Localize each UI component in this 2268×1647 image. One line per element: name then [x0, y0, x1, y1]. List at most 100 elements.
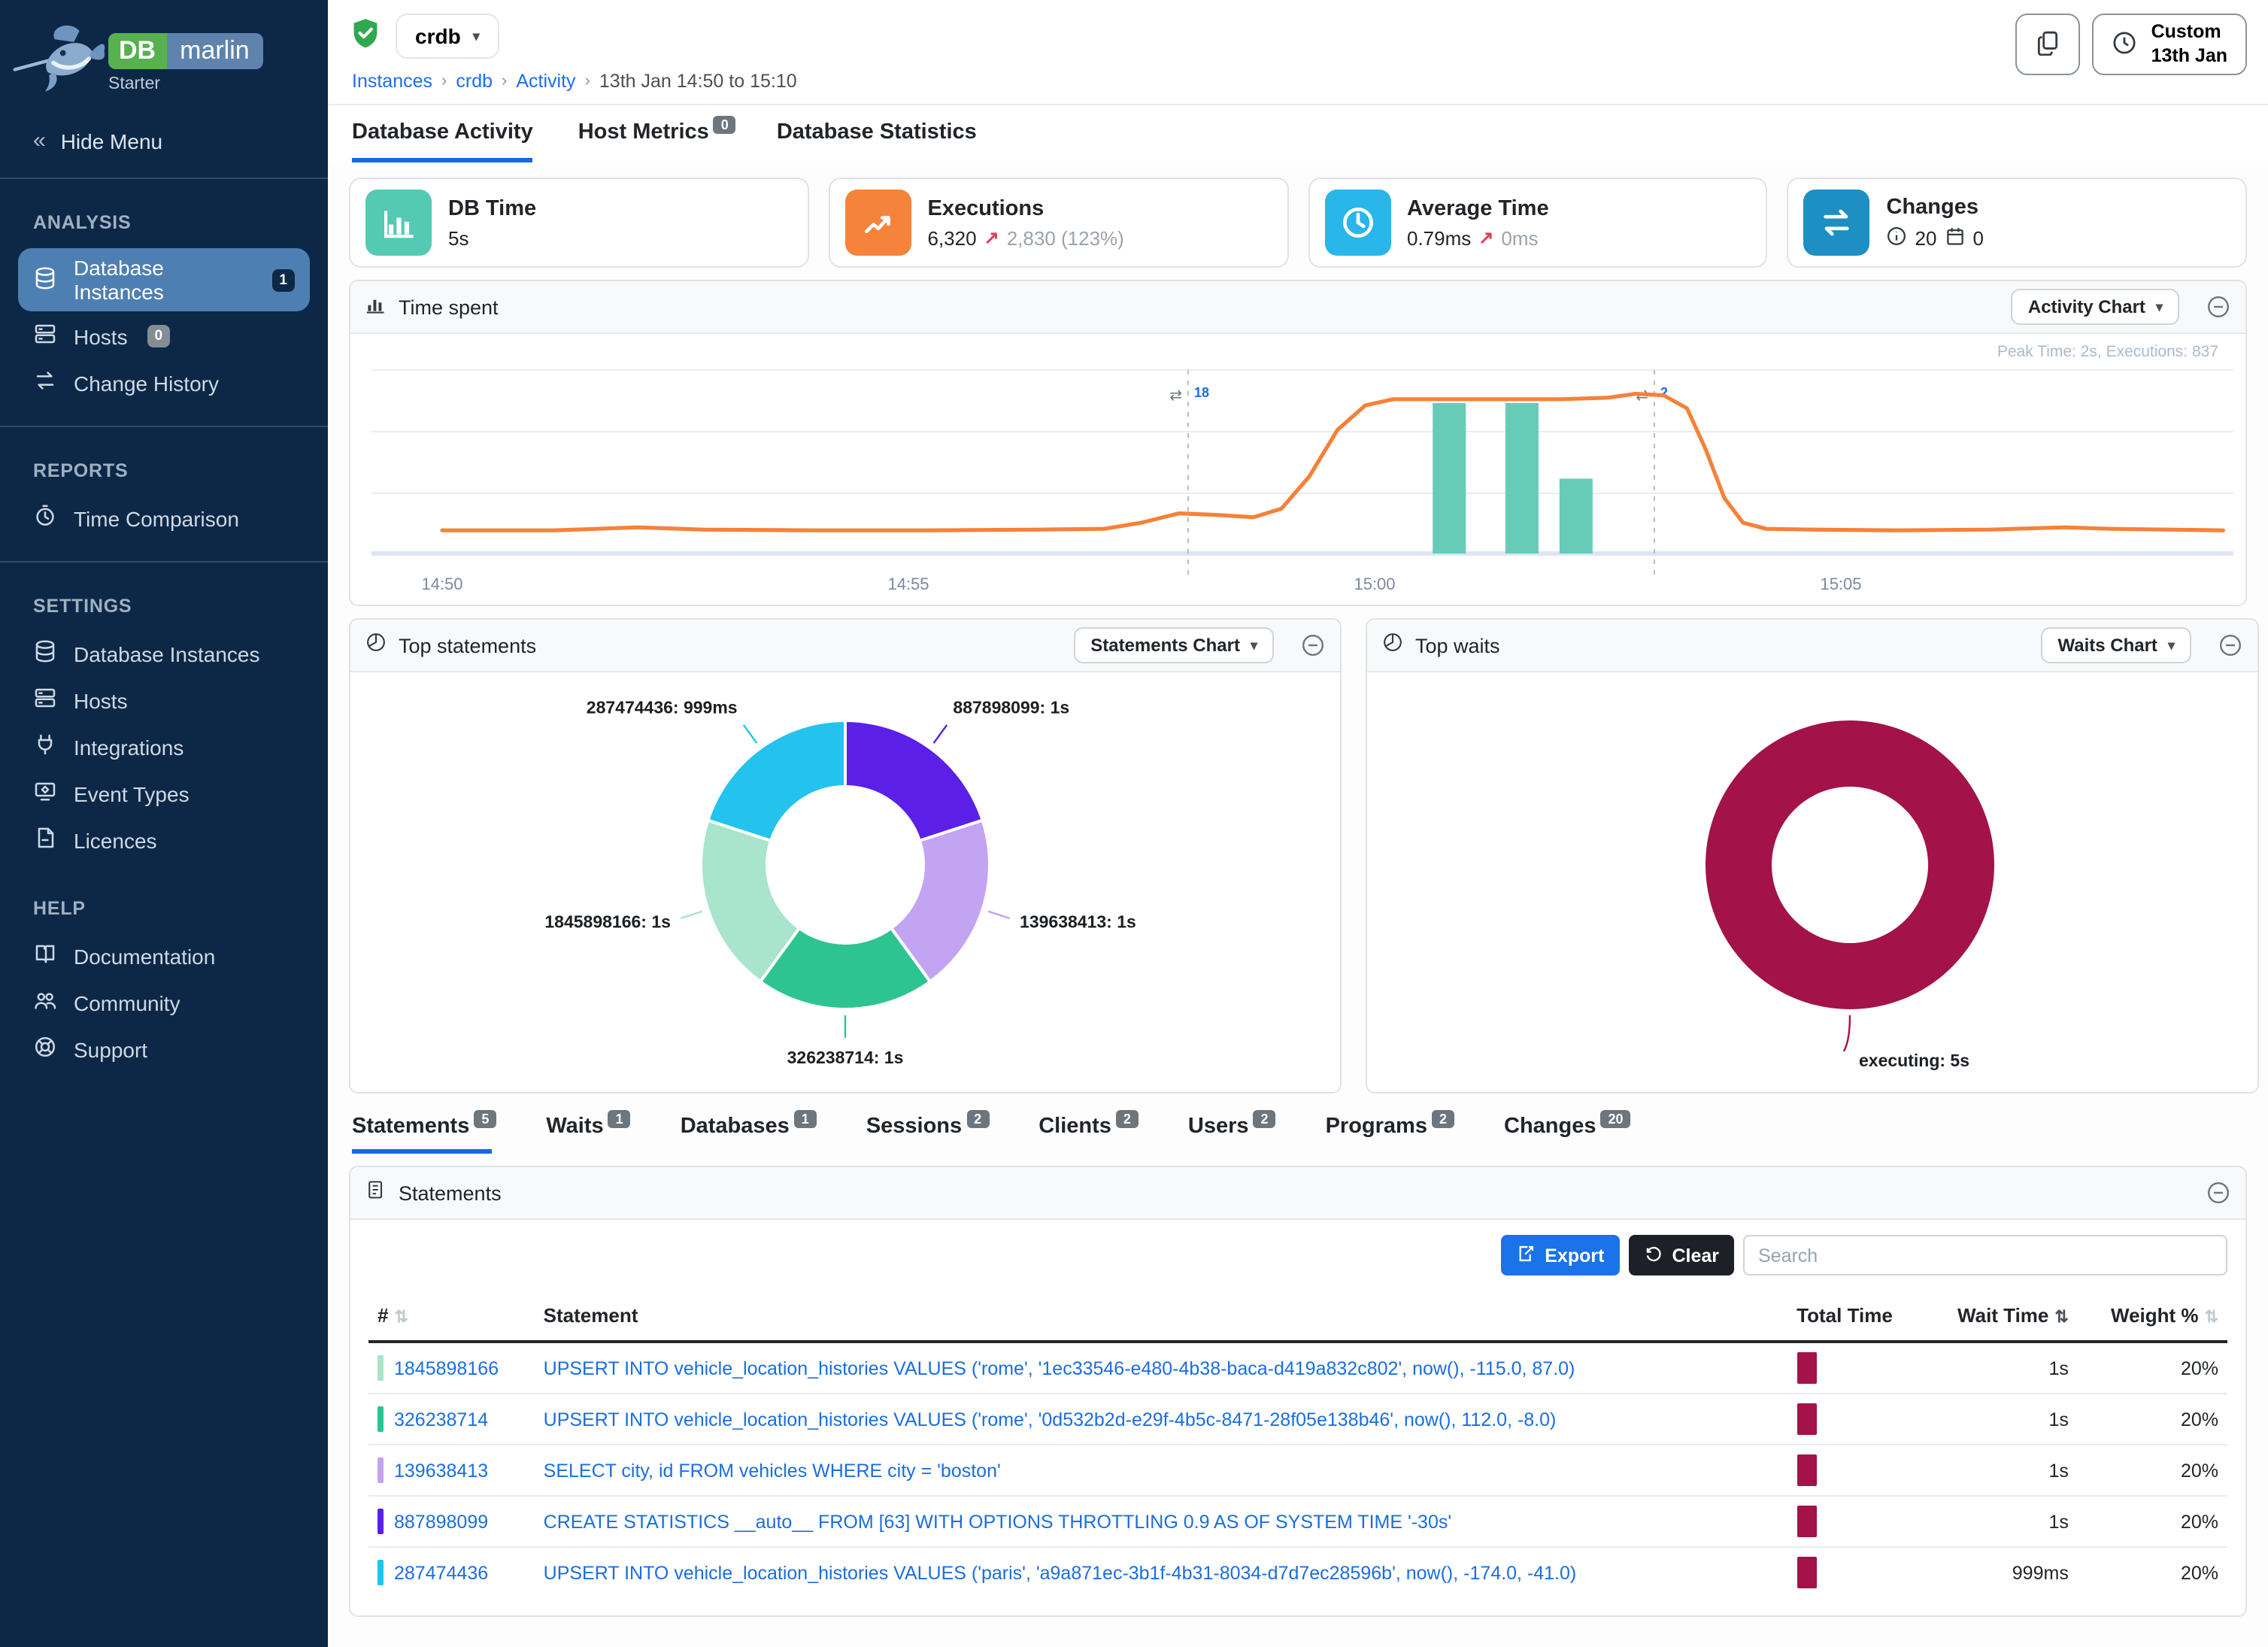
instance-selector[interactable]: crdb ▾ — [396, 14, 499, 59]
wait-time-value: 1s — [1923, 1495, 2078, 1547]
copy-button[interactable] — [2015, 14, 2081, 76]
hide-menu-button[interactable]: « Hide Menu — [0, 110, 328, 179]
sidebar-item-hosts[interactable]: Hosts 0 — [18, 314, 310, 358]
column-header-[interactable]: # ⇅ — [368, 1291, 535, 1343]
statement-link[interactable]: SELECT city, id FROM vehicles WHERE city… — [543, 1460, 1001, 1481]
statement-link[interactable]: UPSERT INTO vehicle_location_histories V… — [543, 1409, 1557, 1430]
sort-icon[interactable]: ⇅ — [394, 1309, 408, 1327]
donut-slice-139638413[interactable] — [889, 818, 991, 984]
detail-tab-changes[interactable]: Changes 20 — [1504, 1110, 1631, 1154]
executions-bar[interactable] — [1559, 478, 1593, 554]
time-range-date: 13th Jan — [2151, 44, 2227, 66]
kpi-calendar-count: 0 — [1972, 226, 1984, 249]
executions-bar[interactable] — [1505, 402, 1539, 554]
column-header-wait-time[interactable]: Wait Time ⇅ — [1923, 1291, 2078, 1343]
donut-slice-1845898166[interactable] — [699, 818, 802, 984]
table-row: 287474436 UPSERT INTO vehicle_location_hi… — [368, 1546, 2227, 1597]
detail-tab-statements[interactable]: Statements 5 — [352, 1110, 497, 1154]
x-axis-tick: 15:05 — [1820, 575, 1861, 593]
change-event-count[interactable]: 18 — [1194, 385, 1209, 400]
breadcrumb-crdb[interactable]: crdb — [456, 71, 493, 92]
sidebar-item-integrations[interactable]: Integrations — [18, 725, 310, 769]
support-icon — [33, 1035, 57, 1063]
statement-link[interactable]: CREATE STATISTICS __auto__ FROM [63] WIT… — [543, 1511, 1452, 1532]
statement-id-link[interactable]: 139638413 — [394, 1460, 489, 1481]
sidebar-item-badge: 1 — [271, 268, 295, 291]
search-input[interactable] — [1743, 1235, 2227, 1275]
detail-tab-clients[interactable]: Clients 2 — [1038, 1110, 1139, 1154]
statement-link[interactable]: UPSERT INTO vehicle_location_histories V… — [543, 1357, 1575, 1379]
logo: DB marlin Starter — [0, 0, 328, 110]
licence-icon — [33, 826, 57, 854]
sidebar-item-documentation[interactable]: Documentation — [18, 934, 310, 978]
chevron-down-icon: ▾ — [472, 28, 480, 43]
donut-slice-326238714[interactable] — [758, 926, 932, 1011]
waits-chart-select[interactable]: Waits Chart ▾ — [2041, 627, 2191, 663]
collapse-time-spent-icon[interactable] — [2206, 295, 2230, 319]
swap-icon — [33, 369, 57, 397]
chevron-down-icon: ▾ — [2155, 299, 2163, 314]
detail-tab-programs[interactable]: Programs 2 — [1326, 1110, 1454, 1154]
detail-tab-badge: 5 — [474, 1110, 497, 1128]
sidebar-section-title: HELP — [33, 898, 86, 919]
kpi-text: Executions 6,320 ↗ 2,830 (123%) — [928, 196, 1124, 249]
sidebar-item-change-history[interactable]: Change History — [18, 361, 310, 405]
statement-id-link[interactable]: 887898099 — [394, 1511, 489, 1532]
top-waits-panel: Top waits Waits Chart ▾ executing: 5s — [1366, 618, 2259, 1093]
donut-slice-887898099[interactable] — [844, 718, 985, 843]
donut-slice-executing[interactable] — [1706, 720, 1994, 1009]
executions-bar[interactable] — [1433, 402, 1466, 554]
plug-icon — [33, 733, 57, 761]
collapse-statements-icon[interactable] — [2206, 1181, 2230, 1205]
sidebar-section-settings: SETTINGS Database Instances Hosts Integrati… — [0, 563, 328, 862]
detail-tab-sessions[interactable]: Sessions 2 — [866, 1110, 990, 1154]
statement-id-link[interactable]: 326238714 — [394, 1409, 489, 1430]
statements-chart-select[interactable]: Statements Chart ▾ — [1074, 627, 1274, 663]
breadcrumb-instances[interactable]: Instances — [352, 71, 433, 92]
sidebar-item-time-comparison[interactable]: Time Comparison — [18, 496, 310, 540]
sidebar-item-hosts[interactable]: Hosts — [18, 678, 310, 722]
column-header-weight[interactable]: Weight % ⇅ — [2077, 1291, 2227, 1343]
top-statements-donut[interactable]: 887898099: 1s 139638413: 1s 326238714: 1s 1… — [350, 678, 1340, 1081]
export-icon — [1516, 1243, 1536, 1267]
sidebar-item-event-types[interactable]: Event Types — [18, 772, 310, 815]
kpi-card-db-time: DB Time 5s — [349, 177, 809, 268]
sidebar-item-support[interactable]: Support — [18, 1027, 310, 1071]
kpi-value: 6,320 — [927, 226, 977, 249]
sidebar-item-database-instances[interactable]: Database Instances 1 — [18, 248, 310, 311]
sort-icon[interactable]: ⇅ — [2054, 1309, 2069, 1327]
sidebar-item-licences[interactable]: Licences — [18, 818, 310, 862]
detail-tab-databases[interactable]: Databases 1 — [681, 1110, 817, 1154]
clear-label: Clear — [1672, 1245, 1719, 1266]
breadcrumb-activity[interactable]: Activity — [516, 71, 576, 92]
peak-annotation: Peak Time: 2s, Executions: 837 — [1997, 343, 2218, 361]
db-time-line[interactable] — [440, 392, 2225, 532]
change-event-count[interactable]: 2 — [1660, 385, 1668, 400]
x-axis-tick: 15:00 — [1354, 575, 1395, 593]
tab-database-statistics[interactable]: Database Statistics — [777, 120, 977, 162]
statements-panel: Statements Export — [349, 1166, 2247, 1617]
top-waits-donut[interactable]: executing: 5s — [1367, 678, 2257, 1081]
donut-slice-287474436[interactable] — [705, 718, 847, 843]
sidebar-item-community[interactable]: Community — [18, 981, 310, 1024]
tab-database-activity[interactable]: Database Activity — [352, 120, 533, 162]
collapse-top-statements-icon[interactable] — [1301, 633, 1325, 657]
detail-tab-waits[interactable]: Waits 1 — [546, 1110, 631, 1154]
tab-host-metrics[interactable]: Host Metrics 0 — [578, 116, 736, 162]
clock-icon — [2112, 29, 2138, 59]
collapse-top-waits-icon[interactable] — [2218, 633, 2242, 657]
detail-tab-users[interactable]: Users 2 — [1188, 1110, 1276, 1154]
sidebar-item-database-instances[interactable]: Database Instances — [18, 632, 310, 675]
statement-link[interactable]: UPSERT INTO vehicle_location_histories V… — [543, 1562, 1577, 1583]
time-range-button[interactable]: Custom 13th Jan — [2092, 14, 2247, 76]
sort-icon[interactable]: ⇅ — [2204, 1309, 2218, 1327]
main-content: crdb ▾ Instances › crdb › Activity › 13th Jan … — [328, 0, 2268, 1647]
activity-chart-select[interactable]: Activity Chart ▾ — [2011, 289, 2179, 325]
statement-id-link[interactable]: 287474436 — [394, 1562, 489, 1583]
statement-id-link[interactable]: 1845898166 — [394, 1357, 499, 1379]
export-button[interactable]: Export — [1501, 1235, 1620, 1275]
total-time-bar — [1797, 1352, 1817, 1384]
time-spent-title: Time spent — [399, 296, 499, 318]
clear-button[interactable]: Clear — [1628, 1235, 1734, 1275]
time-spent-chart[interactable]: ⇄ 18 ⇄ 214:50 14:55 15:00 15:05 — [365, 361, 2239, 599]
